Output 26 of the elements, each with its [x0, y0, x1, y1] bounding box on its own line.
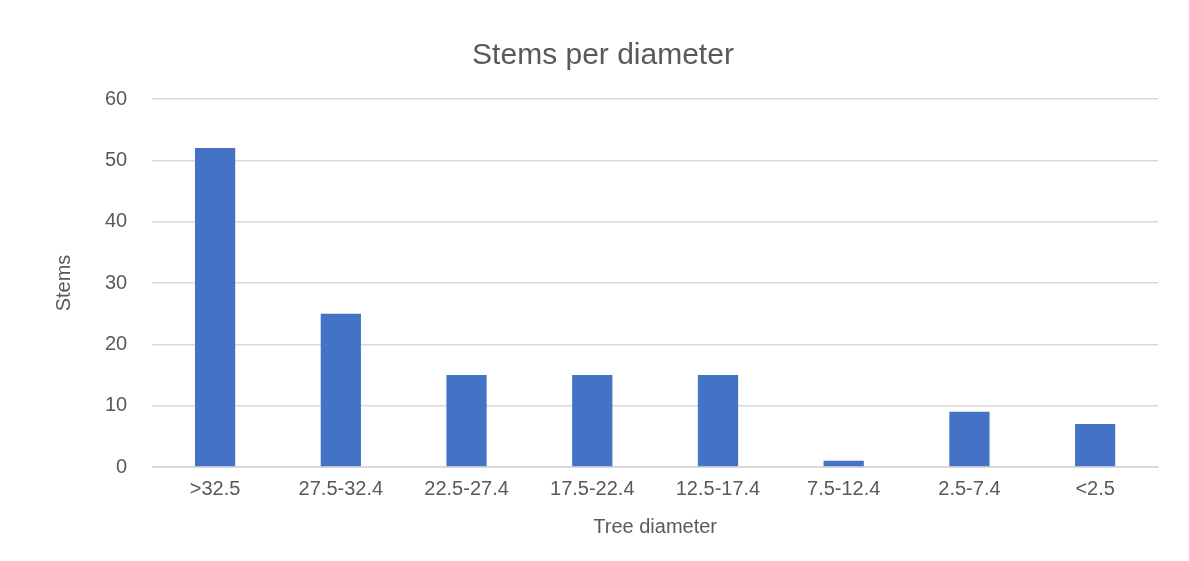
y-tick-label: 30: [105, 270, 128, 293]
x-tick-label: 2.5-7.4: [938, 476, 1001, 499]
x-tick-label: 17.5-22.4: [550, 476, 635, 499]
y-tick-label: 20: [105, 331, 128, 354]
x-axis-title: Tree diameter: [593, 514, 718, 537]
x-tick-label: 27.5-32.4: [298, 476, 384, 499]
bar: [446, 375, 487, 467]
bar: [320, 313, 361, 467]
bar: [697, 375, 739, 467]
bar: [949, 411, 990, 467]
y-tick-label: 40: [105, 209, 128, 232]
y-tick-label: 50: [105, 147, 128, 170]
bar: [572, 375, 613, 467]
y-axis-title: Stems: [51, 254, 74, 312]
x-tick-label: 12.5-17.4: [675, 476, 761, 499]
x-tick-label: 22.5-27.4: [424, 476, 509, 499]
bar: [194, 148, 236, 467]
bar: [1075, 424, 1116, 467]
chart-title: Stems per diameter: [472, 37, 734, 71]
y-tick-label: 10: [105, 393, 128, 416]
y-tick-label: 0: [116, 454, 128, 477]
x-tick-label: 7.5-12.4: [807, 476, 881, 499]
bar: [823, 460, 864, 467]
x-tick-label: >32.5: [189, 476, 241, 499]
y-tick-label: 60: [105, 86, 128, 109]
x-tick-label: <2.5: [1075, 476, 1115, 499]
